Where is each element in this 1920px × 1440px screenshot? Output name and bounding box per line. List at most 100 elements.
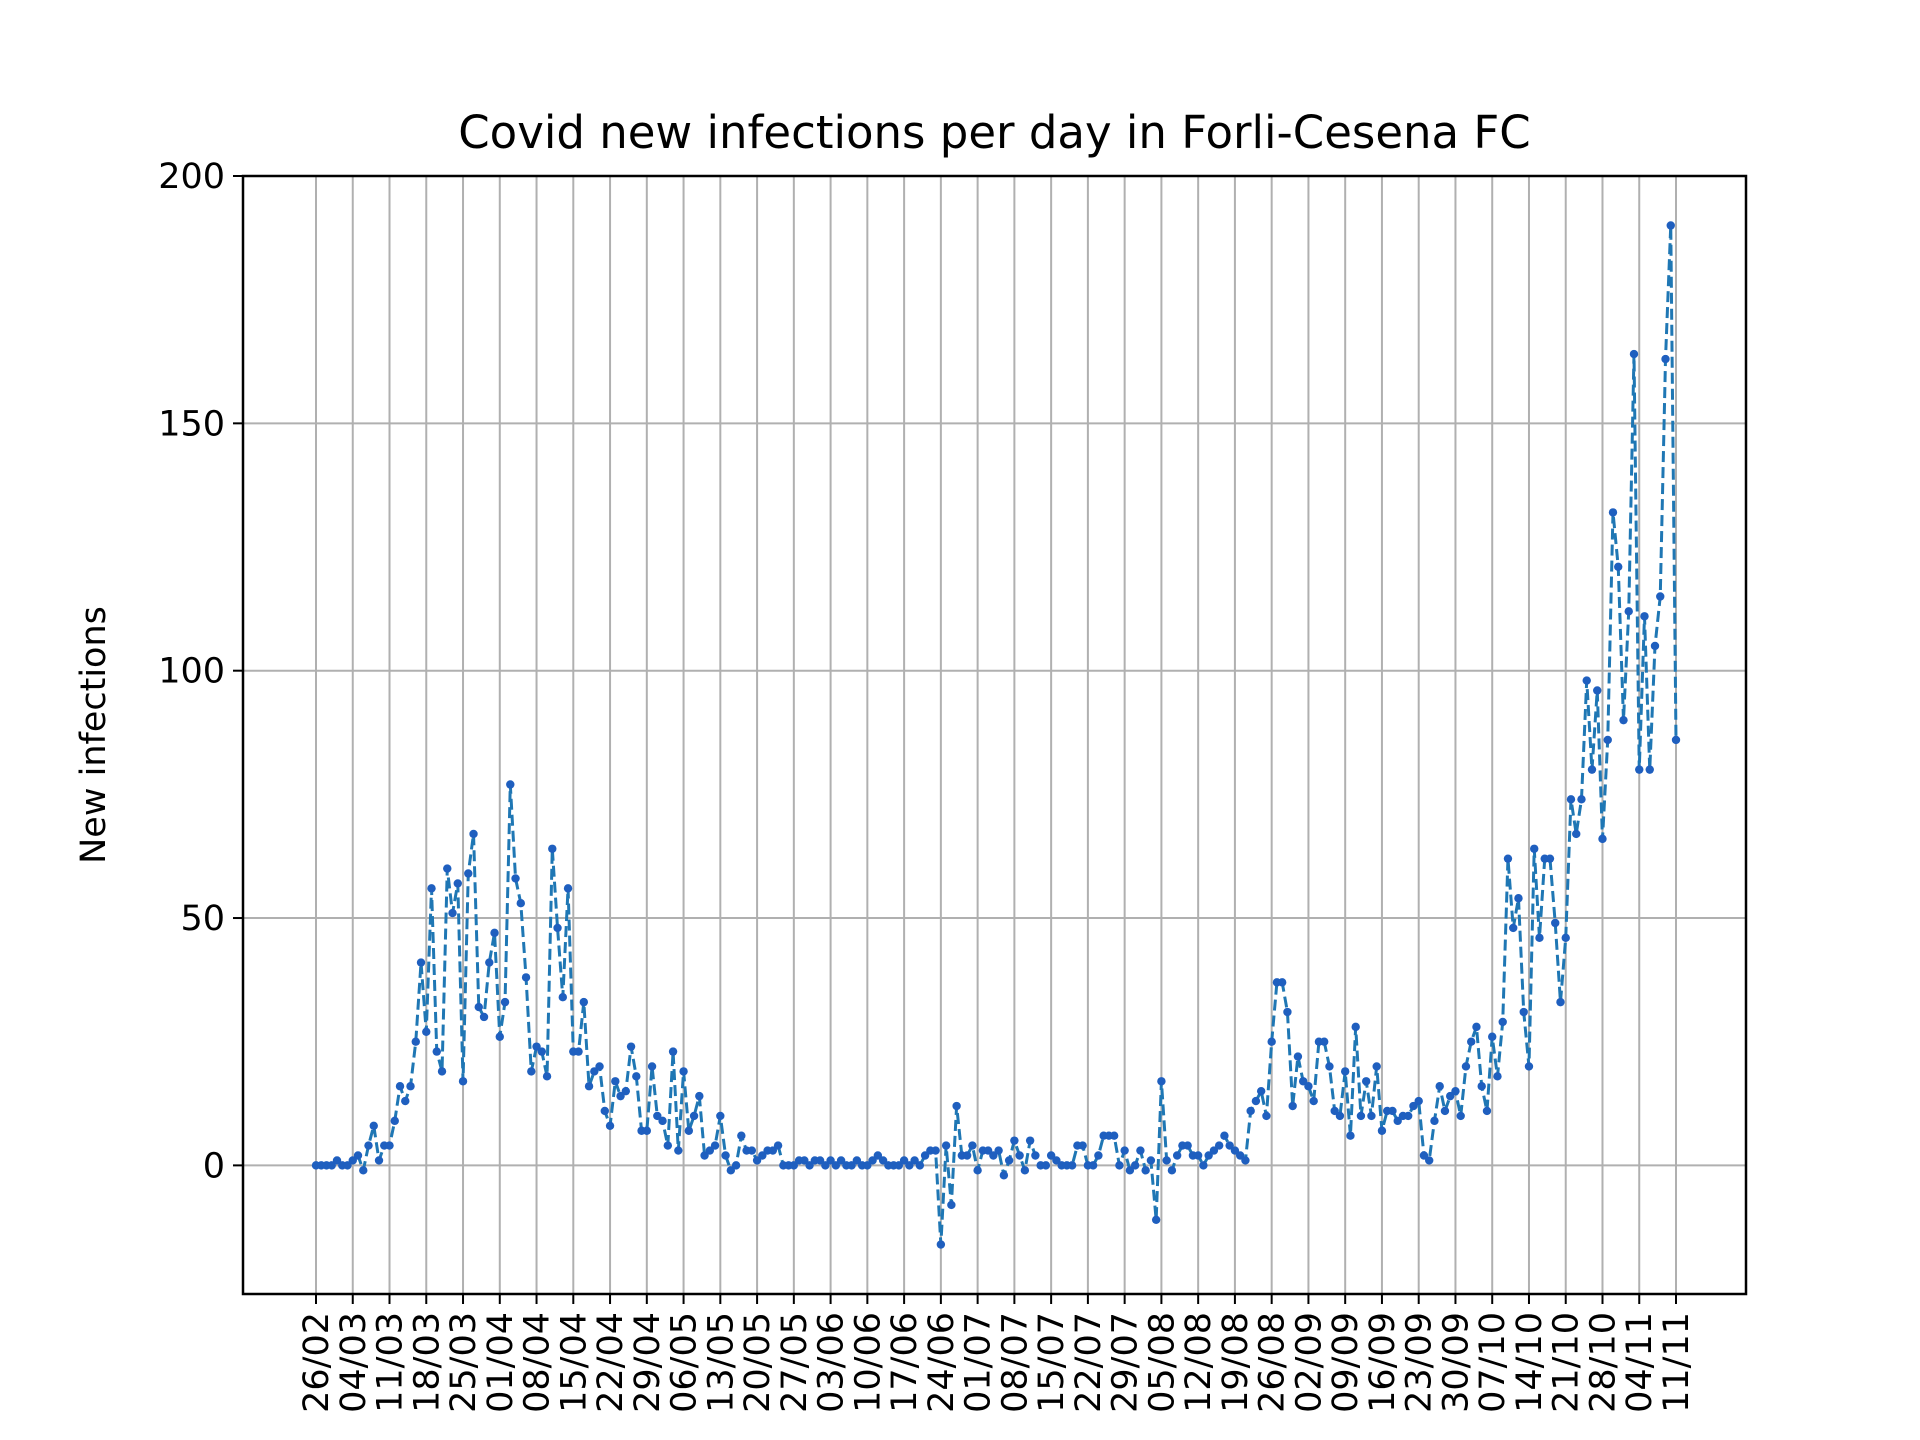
data-point [705, 1146, 715, 1155]
data-point [658, 1116, 667, 1126]
data-point [406, 1082, 415, 1091]
data-point [1172, 1151, 1182, 1160]
x-tick-label: 28/10 [1583, 1312, 1623, 1413]
data-point [894, 1161, 904, 1170]
x-tick-label: 19/08 [1216, 1312, 1256, 1413]
data-point [1566, 795, 1576, 804]
x-tick-label: 29/04 [628, 1312, 668, 1413]
x-tick-label: 01/07 [959, 1312, 999, 1413]
data-point [1461, 1062, 1471, 1071]
data-point [1661, 354, 1670, 364]
plot-frame [241, 174, 1748, 1296]
data-point [747, 1146, 757, 1155]
data-point [1377, 1126, 1387, 1135]
data-point [668, 1047, 678, 1056]
x-tick-label: 21/10 [1547, 1312, 1587, 1413]
data-point [994, 1146, 1003, 1155]
data-point [674, 1146, 683, 1155]
data-point [710, 1141, 720, 1150]
data-point [1125, 1166, 1135, 1175]
data-point [511, 874, 520, 883]
data-point [936, 1240, 946, 1249]
data-point [1624, 607, 1633, 616]
data-point [516, 898, 525, 908]
data-point [731, 1161, 741, 1170]
data-point [752, 1156, 762, 1165]
data-point [542, 1072, 552, 1081]
data-point [395, 1082, 405, 1091]
data-point [416, 958, 426, 967]
x-tick-label: 14/10 [1510, 1312, 1550, 1413]
data-point [1593, 686, 1602, 695]
data-point [584, 1082, 594, 1091]
data-point [1246, 1106, 1255, 1116]
x-tick-label: 20/05 [738, 1312, 778, 1413]
series-layer [311, 221, 1681, 1249]
data-point [422, 1027, 431, 1037]
x-tick-label: 22/07 [1069, 1312, 1109, 1413]
data-point [332, 1156, 342, 1165]
data-point [1304, 1082, 1313, 1091]
data-point [390, 1116, 399, 1126]
data-point [1141, 1166, 1150, 1175]
data-point [574, 1047, 583, 1056]
x-tick-label: 13/05 [701, 1312, 741, 1413]
x-tick-label: 11/11 [1657, 1312, 1697, 1413]
x-tick-label: 03/06 [812, 1312, 852, 1413]
data-point [1031, 1151, 1040, 1160]
data-point [1356, 1111, 1366, 1121]
data-point [1136, 1146, 1145, 1155]
data-point [1283, 1007, 1292, 1017]
data-point [831, 1161, 841, 1170]
data-point [1367, 1111, 1376, 1121]
x-tick-label: 08/04 [518, 1312, 558, 1413]
data-point [999, 1171, 1009, 1180]
data-point [1535, 933, 1544, 943]
data-point [401, 1096, 410, 1106]
data-point [1130, 1161, 1140, 1170]
data-point [626, 1042, 636, 1051]
data-point [1193, 1151, 1203, 1160]
data-point [506, 780, 515, 789]
x-tick-label: 08/07 [995, 1312, 1035, 1413]
data-point [1656, 592, 1665, 601]
grid [243, 175, 1746, 1294]
data-point [737, 1131, 746, 1140]
data-point [1251, 1096, 1261, 1106]
data-point [1078, 1141, 1087, 1150]
data-point [1109, 1131, 1119, 1140]
data-point [605, 1121, 615, 1131]
y-tick-label: 100 [158, 652, 225, 692]
data-point [1425, 1156, 1434, 1165]
data-point [553, 923, 562, 933]
data-point [989, 1151, 998, 1160]
data-point [1267, 1037, 1276, 1046]
data-point [611, 1077, 620, 1086]
data-point [962, 1151, 972, 1160]
data-point [1015, 1151, 1024, 1160]
data-point [1650, 641, 1660, 651]
y-tick-label: 50 [180, 899, 225, 939]
data-point [789, 1161, 799, 1170]
chart-title: Covid new infections per day in Forli-Ce… [458, 106, 1530, 159]
data-point [1325, 1062, 1334, 1071]
data-point [1603, 735, 1612, 745]
data-point [773, 1141, 783, 1150]
data-point [1157, 1077, 1166, 1086]
data-point [852, 1156, 862, 1165]
data-point [952, 1101, 961, 1111]
data-point [1293, 1052, 1303, 1061]
data-point [1614, 562, 1623, 572]
data-point [700, 1151, 709, 1160]
data-point [1146, 1156, 1156, 1165]
data-point [1598, 834, 1607, 844]
data-point [968, 1141, 977, 1150]
data-point [973, 1166, 982, 1175]
data-point [1671, 735, 1681, 745]
data-point [595, 1062, 604, 1071]
data-point [1635, 765, 1644, 774]
data-point [663, 1141, 673, 1150]
data-point [899, 1156, 909, 1165]
data-point [1666, 221, 1675, 230]
